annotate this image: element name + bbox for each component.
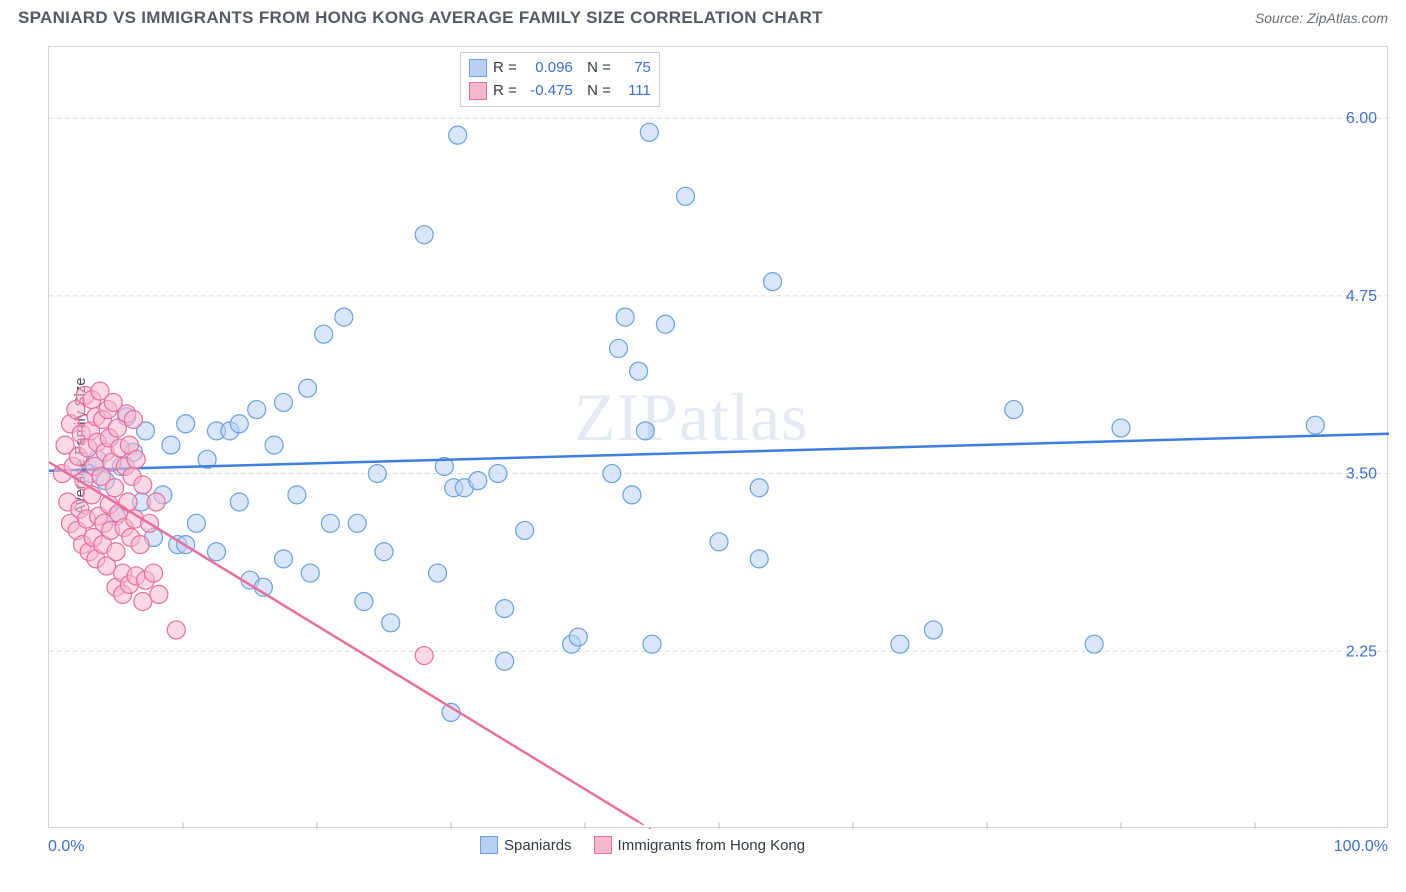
x-axis-max-label: 100.0%: [1334, 838, 1388, 856]
svg-text:6.00: 6.00: [1346, 110, 1377, 127]
x-axis-min-label: 0.0%: [48, 838, 84, 856]
source-attribution: Source: ZipAtlas.com: [1255, 10, 1388, 26]
legend-swatch: [594, 836, 612, 854]
svg-text:4.75: 4.75: [1346, 288, 1377, 305]
legend-row: R = -0.475 N = 111: [469, 80, 651, 103]
chart-svg: 2.25 3.50 4.75 6.00: [49, 47, 1389, 829]
series-legend-item: Immigrants from Hong Kong: [594, 836, 806, 854]
series-legend-label: Immigrants from Hong Kong: [618, 837, 806, 854]
legend-swatch: [469, 59, 487, 77]
series-legend: Spaniards Immigrants from Hong Kong: [480, 836, 805, 854]
legend-row: R = 0.096 N = 75: [469, 57, 651, 80]
series-legend-item: Spaniards: [480, 836, 572, 854]
legend-swatch: [480, 836, 498, 854]
chart-title: SPANIARD VS IMMIGRANTS FROM HONG KONG AV…: [18, 8, 823, 28]
svg-text:3.50: 3.50: [1346, 466, 1377, 483]
legend-swatch: [469, 82, 487, 100]
svg-text:2.25: 2.25: [1346, 643, 1377, 660]
chart-plot-area: 2.253.504.756.00 ZIPatlas: [48, 46, 1388, 828]
correlation-legend: R = 0.096 N = 75 R = -0.475 N = 111: [460, 52, 660, 107]
series-legend-label: Spaniards: [504, 837, 572, 854]
